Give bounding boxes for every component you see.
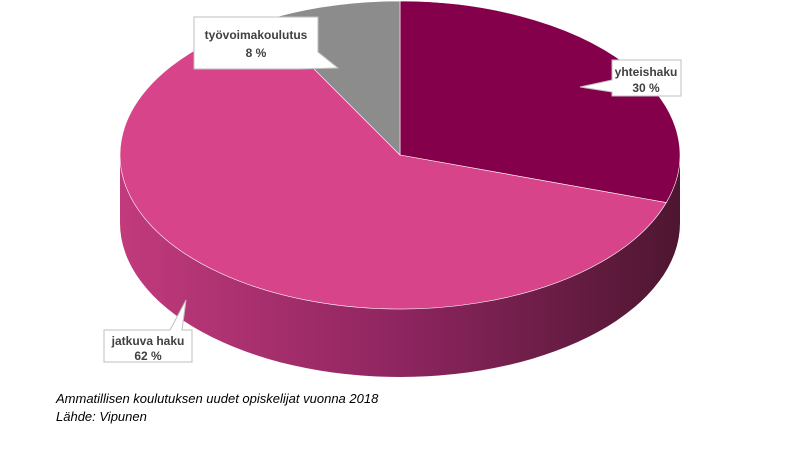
callout-label-tyovoimakoulutus: työvoimakoulutus (205, 28, 308, 42)
pie-slice-jatkuva-haku (119, 19, 667, 310)
chart-caption: Ammatillisen koulutuksen uudet opiskelij… (56, 390, 378, 426)
callout-box-yhteishaku (579, 59, 682, 97)
callout-yhteishaku: yhteishaku 30 % (579, 59, 682, 97)
callout-label-jatkuva-haku: jatkuva haku (111, 334, 185, 348)
callout-value-jatkuva-haku: 62 % (134, 349, 162, 363)
callout-jatkuva-haku: jatkuva haku 62 % (103, 299, 193, 363)
callout-value-tyovoimakoulutus: 8 % (246, 46, 267, 60)
pie-side-wall (120, 155, 680, 377)
callout-box-jatkuva-haku (103, 299, 193, 363)
callout-value-yhteishaku: 30 % (632, 81, 660, 95)
callout-tyovoimakoulutus: työvoimakoulutus 8 % (193, 16, 340, 70)
callout-label-yhteishaku: yhteishaku (615, 65, 678, 79)
caption-source: Lähde: Vipunen (56, 409, 147, 424)
callout-box-tyovoimakoulutus (193, 16, 340, 70)
caption-title: Ammatillisen koulutuksen uudet opiskelij… (56, 391, 379, 406)
